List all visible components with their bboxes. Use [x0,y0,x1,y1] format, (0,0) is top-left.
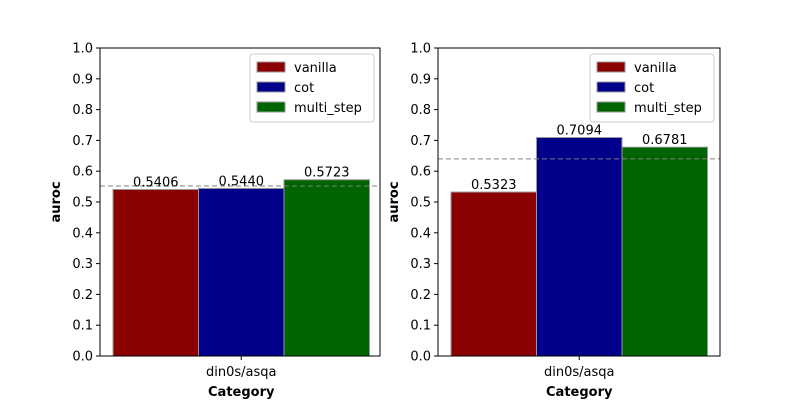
y-tick-label: 0.0 [410,350,431,365]
legend: vanilla cot multi_step [589,53,715,123]
y-tick-label: 0.3 [72,257,93,272]
y-tick-label: 0.8 [410,103,431,118]
y-tick-label: 0.2 [72,288,93,303]
y-tick-label: 0.5 [72,196,93,211]
y-tick-label: 1.0 [72,42,93,57]
y-tick-label: 0.7 [72,134,93,149]
legend-label-multi_step: multi_step [634,101,702,116]
y-tick-label: 0.0 [72,350,93,365]
bar-cot [198,187,285,357]
data-label-vanilla: 0.5406 [133,175,179,190]
legend-label-cot: cot [634,81,654,96]
legend-label-cot: cot [294,81,314,96]
y-tick-label: 0.6 [410,165,431,180]
legend-swatch-vanilla [256,61,286,73]
legend-swatch-vanilla [596,61,626,73]
y-tick-label: 0.3 [410,257,431,272]
bar-multi_step [283,179,370,357]
legend-swatch-cot [596,81,626,93]
y-tick-label: 0.7 [410,134,431,149]
data-label-multi_step: 0.5723 [304,166,350,181]
x-tick-label: din0s/asqa [206,365,276,380]
y-tick-label: 0.6 [72,165,93,180]
bar-vanilla [112,188,199,357]
legend: vanilla cot multi_step [249,53,375,123]
legend-label-vanilla: vanilla [294,61,337,76]
legend-label-multi_step: multi_step [294,101,362,116]
y-tick-label: 0.4 [72,226,93,241]
bar-vanilla [450,191,537,357]
chart-panel-1: 0.5406 0.5440 0.5723 0.0 0.1 0.2 0.3 0.4 0.5 0.6 0… [49,42,381,400]
x-axis-label: Category [208,385,275,400]
y-axis-label: auroc [387,181,402,222]
bar-cot [536,137,623,357]
data-label-cot: 0.5440 [219,174,265,189]
x-axis-label: Category [546,385,613,400]
y-tick-label: 0.1 [410,319,431,334]
legend-label-vanilla: vanilla [634,61,677,76]
y-tick-label: 0.2 [410,288,431,303]
y-tick-label: 1.0 [410,42,431,57]
data-label-vanilla: 0.5323 [471,178,517,193]
y-axis-label: auroc [49,181,64,222]
x-tick-label: din0s/asqa [544,365,614,380]
y-tick-label: 0.4 [410,226,431,241]
bar-multi_step [621,146,708,357]
y-tick-label: 0.8 [72,103,93,118]
legend-swatch-multi_step [256,101,286,113]
chart-panel-2: 0.5323 0.7094 0.6781 0.0 0.1 0.2 0.3 0.4 0.5 0.6 0… [387,42,721,400]
y-tick-label: 0.1 [72,319,93,334]
y-tick-label: 0.5 [410,196,431,211]
y-tick-label: 0.9 [72,72,93,87]
legend-swatch-cot [256,81,286,93]
y-tick-label: 0.9 [410,72,431,87]
legend-swatch-multi_step [596,101,626,113]
data-label-multi_step: 0.6781 [642,133,688,148]
data-label-cot: 0.7094 [557,124,603,139]
